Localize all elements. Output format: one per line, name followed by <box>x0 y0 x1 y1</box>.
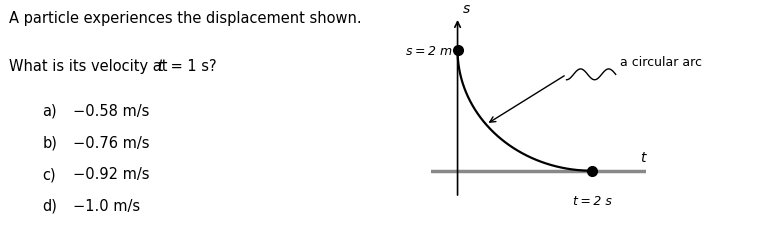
Text: c): c) <box>42 166 56 181</box>
Text: a circular arc: a circular arc <box>621 55 702 68</box>
Text: −1.0 m/s: −1.0 m/s <box>73 198 140 213</box>
Text: b): b) <box>42 135 57 150</box>
Text: = 1 s?: = 1 s? <box>166 58 217 73</box>
Text: t: t <box>157 58 162 73</box>
Text: −0.76 m/s: −0.76 m/s <box>73 135 149 150</box>
Text: d): d) <box>42 198 57 213</box>
Text: What is its velocity at: What is its velocity at <box>9 58 172 73</box>
Text: −0.92 m/s: −0.92 m/s <box>73 166 149 181</box>
Text: t: t <box>641 150 646 164</box>
Text: A particle experiences the displacement shown.: A particle experiences the displacement … <box>9 11 362 26</box>
Text: a): a) <box>42 104 57 118</box>
Text: s = 2 m: s = 2 m <box>406 45 452 57</box>
Text: −0.58 m/s: −0.58 m/s <box>73 104 149 118</box>
Text: t = 2 s: t = 2 s <box>573 194 611 207</box>
Text: s: s <box>463 2 470 16</box>
